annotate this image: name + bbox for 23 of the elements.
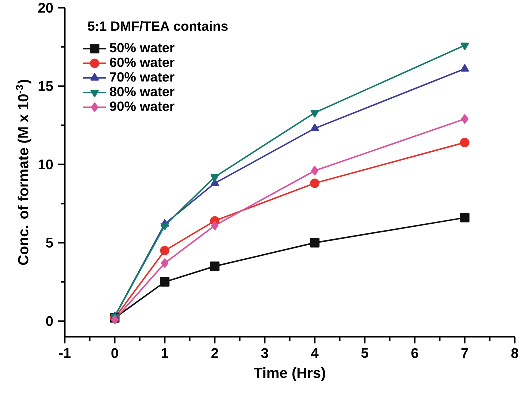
x-tick-label: 7 <box>462 348 468 358</box>
x-tick-label: 5 <box>362 348 368 358</box>
x-tick-label: 2 <box>212 348 218 358</box>
legend-label: 60% water <box>110 58 175 68</box>
legend-label: 50% water <box>110 43 175 53</box>
x-tick-label: 4 <box>311 348 319 358</box>
y-tick-label: 5 <box>46 238 54 248</box>
y-axis-title: Conc. of formate (M x 10$^{-3}$) <box>16 80 32 266</box>
x-tick-label: 6 <box>412 348 418 358</box>
x-tick-label: 3 <box>261 348 268 358</box>
y-tick-label: 20 <box>38 3 54 13</box>
legend-title: 5:1 DMF/TEA contains <box>88 21 228 32</box>
y-tick-label: 15 <box>38 81 54 92</box>
x-axis-title: Time (Hrs) <box>254 367 326 382</box>
x-tick-label: 1 <box>162 348 168 358</box>
y-tick-label: 0 <box>46 316 54 326</box>
legend-label: 80% water <box>110 87 175 97</box>
y-tick-label: 10 <box>38 160 54 170</box>
x-tick-label: 0 <box>112 348 118 358</box>
legend-label: 70% water <box>110 72 175 82</box>
x-tick-label: 8 <box>512 348 518 358</box>
x-tick-label: -1 <box>59 348 71 358</box>
legend-label: 90% water <box>110 102 175 112</box>
